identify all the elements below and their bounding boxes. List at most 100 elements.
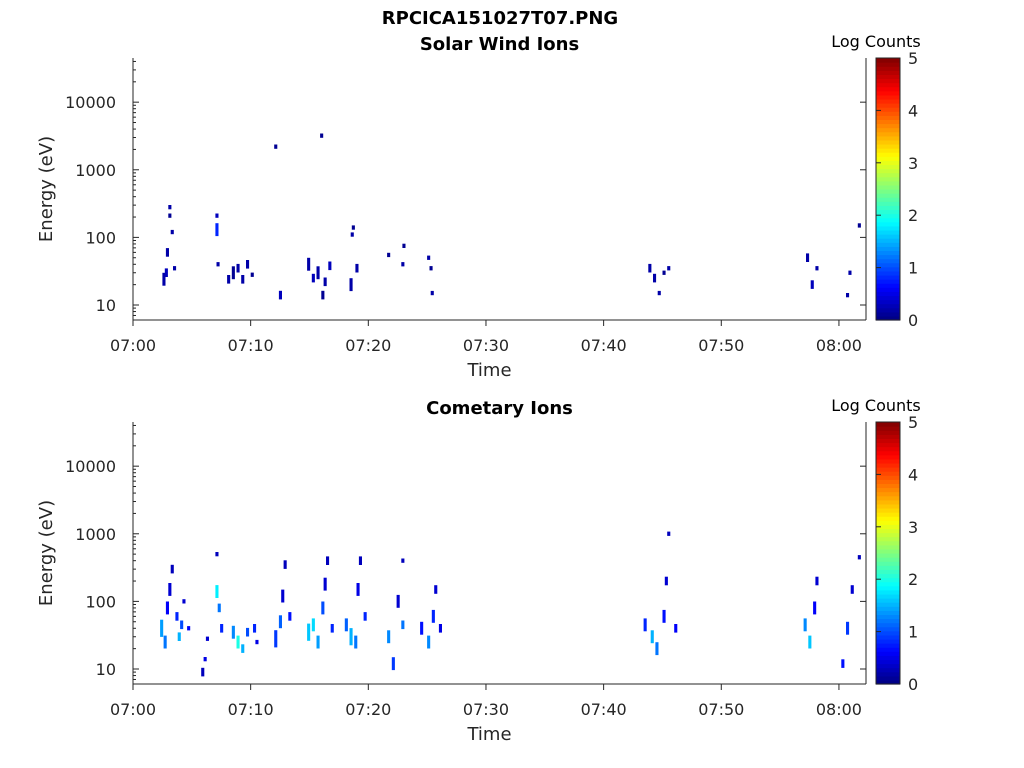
sw-colorbar-tick-label: 1: [908, 259, 918, 278]
sw-colorbar-step: [876, 62, 900, 67]
sw-cell: [311, 273, 315, 283]
sw-x-tick-label: 07:50: [698, 336, 744, 355]
ci-cell: [203, 657, 207, 662]
sw-cell: [250, 272, 254, 277]
ci-cell: [168, 583, 172, 596]
ci-cell: [349, 628, 353, 646]
ci-y-axis-label: Energy (eV): [36, 500, 57, 606]
sw-cell: [351, 225, 355, 230]
ci-colorbar-step: [876, 438, 900, 444]
sw-cell: [241, 275, 245, 284]
sw-cell: [815, 266, 819, 271]
sw-colorbar-step: [876, 127, 900, 133]
ci-x-tick-label: 07:20: [345, 700, 391, 719]
ci-x-axis-label: Time: [466, 724, 511, 745]
sw-colorbar-tick-label: 2: [908, 206, 918, 225]
ci-colorbar-step: [876, 507, 900, 513]
sw-cell: [274, 144, 278, 149]
ci-colorbar-step: [876, 520, 900, 525]
sw-colorbar-step: [876, 270, 900, 276]
sw-colorbar-step: [876, 123, 900, 129]
ci-colorbar-step: [876, 442, 900, 448]
ci-colorbar-step: [876, 532, 900, 538]
sw-colorbar-step: [876, 152, 900, 157]
ci-cell: [841, 659, 845, 668]
ci-cell: [434, 585, 438, 594]
ci-colorbar-step: [876, 618, 900, 624]
ci-colorbar-step: [876, 446, 900, 452]
ci-cell: [205, 636, 209, 641]
ci-colorbar-step: [876, 573, 900, 579]
ci-colorbar-step: [876, 471, 900, 476]
ci-colorbar-step: [876, 430, 900, 435]
sw-colorbar-step: [876, 283, 900, 288]
ci-colorbar-tick-label: 4: [908, 465, 918, 484]
sw-colorbar-step: [876, 311, 900, 317]
ci-cell: [813, 601, 817, 615]
ci-colorbar-step: [876, 540, 900, 546]
sw-colorbar-step: [876, 111, 900, 116]
sw-colorbar-step: [876, 279, 900, 284]
ci-colorbar-step: [876, 675, 900, 681]
sw-colorbar-step: [876, 274, 900, 280]
sw-colorbar-step: [876, 94, 900, 100]
sw-colorbar-step: [876, 172, 900, 178]
ci-colorbar-step: [876, 458, 900, 464]
ci-colorbar-label: Log Counts: [831, 396, 921, 415]
sw-colorbar-step: [876, 107, 900, 112]
solar-wind-panel: Solar Wind Ions 07:00 07:10 07:20 07:30 07:40…: [36, 32, 921, 381]
sw-colorbar-step: [876, 86, 900, 92]
sw-y-tick-label: 10: [96, 296, 116, 315]
ci-cell: [165, 601, 169, 615]
ci-cell: [344, 618, 348, 632]
sw-colorbar-step: [876, 70, 900, 75]
ci-colorbar-step: [876, 426, 900, 431]
ci-y-tick-label: 10: [96, 660, 116, 679]
sw-colorbar-step: [876, 103, 900, 108]
ci-cell: [330, 624, 334, 633]
sw-cell: [427, 255, 431, 260]
sw-cell: [307, 257, 311, 271]
sw-colorbar-step: [876, 234, 900, 239]
sw-cell: [328, 261, 332, 271]
sw-colorbar-step: [876, 266, 900, 272]
sw-x-tick-label: 07:30: [463, 336, 509, 355]
ci-x-tick-label: 07:10: [228, 700, 274, 719]
ci-colorbar-step: [876, 651, 900, 656]
ci-cell: [316, 635, 320, 649]
ci-cell: [420, 621, 424, 635]
sw-colorbar-step: [876, 307, 900, 313]
sw-cell: [168, 205, 172, 210]
ci-cell: [201, 667, 205, 677]
ci-cell: [650, 630, 654, 644]
sw-colorbar-tick-label: 0: [908, 311, 918, 330]
ci-colorbar-step: [876, 491, 900, 497]
ci-colorbar-step: [876, 602, 900, 607]
ci-cell: [427, 635, 431, 649]
ci-colorbar-step: [876, 667, 900, 673]
sw-cell: [349, 278, 353, 292]
sw-colorbar-step: [876, 135, 900, 141]
sw-cell: [164, 268, 168, 277]
ci-colorbar-step: [876, 524, 900, 530]
cometary-panel: Cometary Ions 07:00 07:10 07:20 07:30 07:40 07…: [36, 396, 921, 745]
sw-cell: [806, 253, 810, 262]
ci-colorbar-step: [876, 671, 900, 677]
ci-colorbar-step: [876, 503, 900, 509]
sw-cell: [173, 266, 177, 271]
ci-cell: [170, 564, 174, 574]
sw-colorbar-step: [876, 221, 900, 227]
ci-y-tick-label: 10000: [65, 457, 116, 476]
ci-x-tick-label: 07:40: [581, 700, 627, 719]
ci-cell: [431, 609, 435, 623]
ci-colorbar-step: [876, 581, 900, 587]
ci-colorbar-step: [876, 516, 900, 521]
ci-colorbar-step: [876, 638, 900, 644]
sw-cell: [653, 273, 657, 283]
ci-x-tick-label: 07:30: [463, 700, 509, 719]
ci-cell: [815, 576, 819, 586]
sw-colorbar-label: Log Counts: [831, 32, 921, 51]
ci-colorbar-step: [876, 593, 900, 599]
sw-colorbar-step: [876, 143, 900, 149]
